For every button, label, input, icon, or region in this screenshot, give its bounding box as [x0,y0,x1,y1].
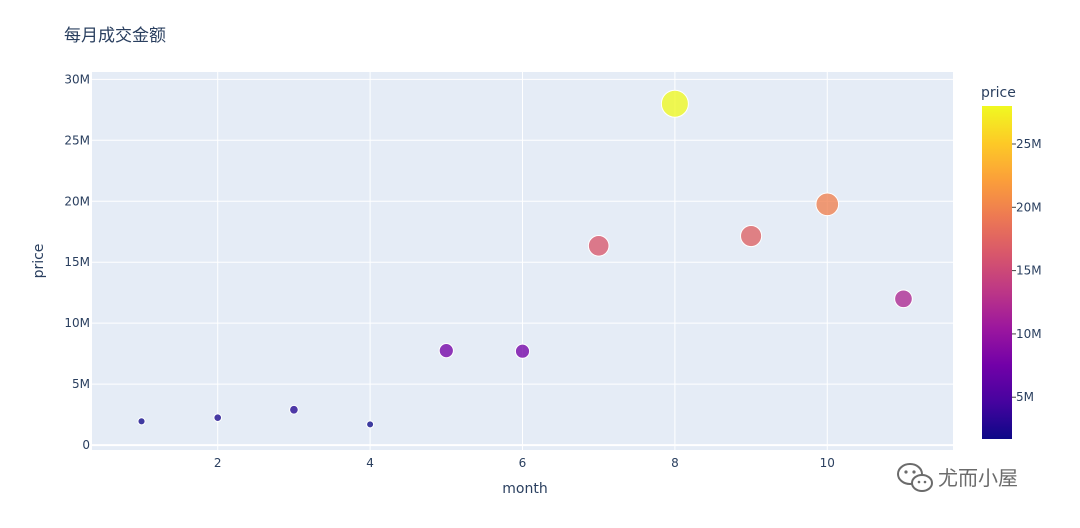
y-tick-label: 30M [64,72,90,86]
y-tick-label: 0 [82,438,90,452]
data-point [213,413,223,423]
x-tick-label: 2 [214,456,222,470]
colorbar-tick-label: 20M [1016,200,1042,214]
data-point [894,289,913,309]
data-point [366,420,375,429]
x-axis-title: month [502,481,547,497]
y-axis-ticks: 0 5M 10M 15M 20M 25M 30M [64,72,90,452]
x-tick-label: 10 [820,456,835,470]
grid-lines [92,72,953,450]
wechat-icon [897,463,933,492]
y-tick-label: 20M [64,194,90,208]
colorbar-title: price [981,85,1016,101]
y-tick-label: 10M [64,316,90,330]
watermark-text: 尤而小屋 [938,466,1018,490]
data-point [740,224,763,248]
x-tick-label: 6 [519,456,527,470]
x-axis-ticks: 2 4 6 8 10 [214,456,835,470]
y-tick-label: 15M [64,255,90,269]
watermark: 尤而小屋 [897,463,1018,492]
colorbar-tick-label: 15M [1016,264,1042,278]
y-axis-title: price [31,244,47,279]
colorbar-tick-label: 10M [1016,327,1042,341]
y-tick-label: 25M [64,133,90,147]
data-markers [137,89,913,429]
data-point [815,192,840,217]
data-point [438,343,454,359]
data-point [289,404,299,415]
x-tick-label: 8 [671,456,679,470]
data-point [660,89,689,118]
chart-title: 每月成交金额 [64,26,166,46]
colorbar-tick-label: 25M [1016,137,1042,151]
y-tick-label: 5M [72,377,90,391]
colorbar-tick-label: 5M [1016,390,1034,404]
x-tick-label: 4 [366,456,374,470]
data-point [587,234,610,257]
colorbar [982,106,1012,439]
data-point [137,417,146,426]
data-point [514,343,531,359]
colorbar-ticks: 5M 10M 15M 20M 25M [1012,137,1042,404]
